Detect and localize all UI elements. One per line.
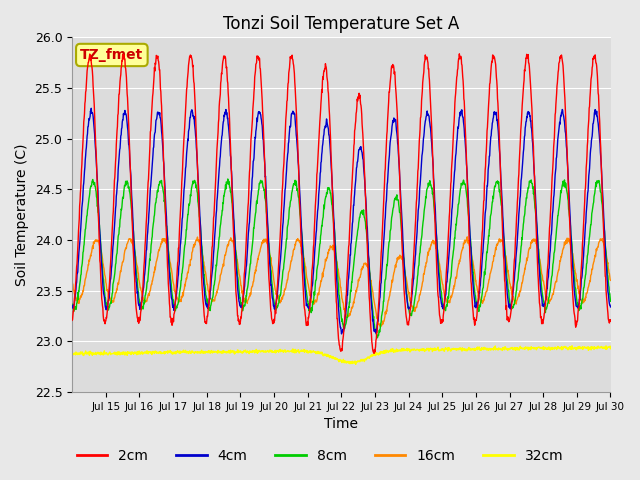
Legend: 2cm, 4cm, 8cm, 16cm, 32cm: 2cm, 4cm, 8cm, 16cm, 32cm [71, 443, 569, 468]
Title: Tonzi Soil Temperature Set A: Tonzi Soil Temperature Set A [223, 15, 460, 33]
Y-axis label: Soil Temperature (C): Soil Temperature (C) [15, 144, 29, 286]
Text: TZ_fmet: TZ_fmet [80, 48, 143, 62]
X-axis label: Time: Time [324, 418, 358, 432]
